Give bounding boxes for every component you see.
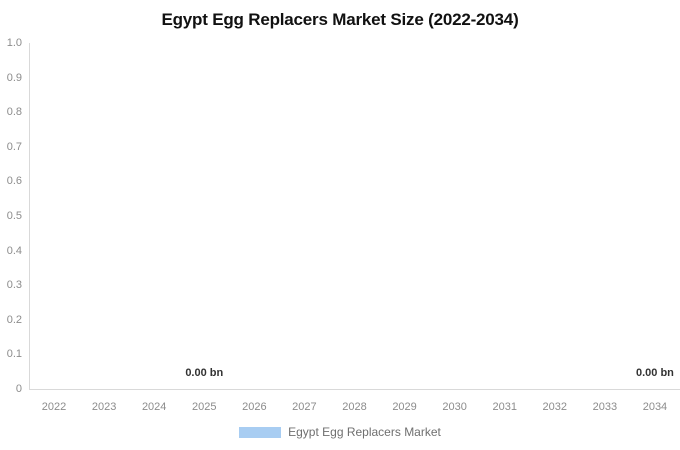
x-tick-label: 2032 xyxy=(542,401,568,413)
legend-item[interactable]: Egypt Egg Replacers Market xyxy=(239,425,441,440)
x-tick-label: 2028 xyxy=(342,401,367,413)
x-tick-label: 2024 xyxy=(141,401,167,413)
x-tick-label: 2034 xyxy=(642,401,668,413)
x-tick-label: 2030 xyxy=(442,401,467,413)
x-axis-line xyxy=(29,389,680,390)
y-tick-label: 0.6 xyxy=(6,175,22,188)
y-tick-label: 1.0 xyxy=(6,37,22,49)
legend-label: Egypt Egg Replacers Market xyxy=(288,425,441,439)
y-tick-label: 0.2 xyxy=(6,313,22,326)
chart-title: Egypt Egg Replacers Market Size (2022-20… xyxy=(161,10,519,29)
y-tick-label: 0.8 xyxy=(6,106,22,119)
y-tick-label: 0.7 xyxy=(6,140,22,153)
x-tick-label: 2023 xyxy=(91,401,117,413)
data-label: 0.00 bn xyxy=(636,367,674,379)
y-tick-label: 0 xyxy=(15,383,22,395)
data-label: 0.00 bn xyxy=(185,367,224,379)
x-tick-label: 2022 xyxy=(41,401,67,413)
x-tick-label: 2027 xyxy=(292,401,317,413)
y-tick-label: 0.3 xyxy=(6,279,22,292)
legend: Egypt Egg Replacers Market xyxy=(0,425,680,440)
x-tick-label: 2031 xyxy=(492,401,517,413)
y-tick-label: 0.1 xyxy=(6,348,22,361)
x-tick-label: 2025 xyxy=(192,401,217,413)
x-tick-label: 2029 xyxy=(392,401,417,413)
y-tick-label: 0.5 xyxy=(6,210,22,222)
x-tick-label: 2026 xyxy=(242,401,267,413)
legend-swatch-icon xyxy=(239,427,282,438)
y-tick-label: 0.4 xyxy=(6,244,22,257)
y-axis-line xyxy=(29,43,30,389)
y-tick-label: 0.9 xyxy=(6,71,22,84)
x-tick-label: 2033 xyxy=(592,401,618,413)
